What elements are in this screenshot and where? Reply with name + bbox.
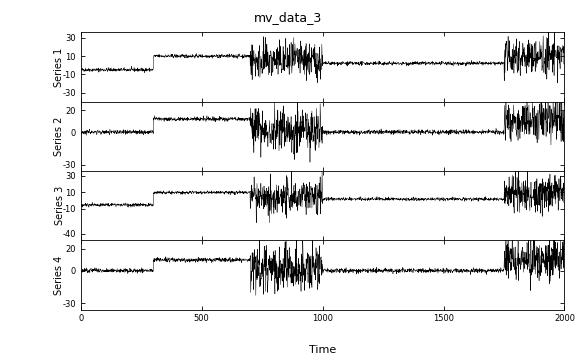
Y-axis label: Series 4: Series 4 xyxy=(54,255,65,294)
Y-axis label: Series 1: Series 1 xyxy=(54,48,65,87)
Text: mv_data_3: mv_data_3 xyxy=(254,11,322,24)
Y-axis label: Series 3: Series 3 xyxy=(55,186,65,225)
Text: Time: Time xyxy=(309,345,336,355)
Y-axis label: Series 2: Series 2 xyxy=(54,117,65,156)
